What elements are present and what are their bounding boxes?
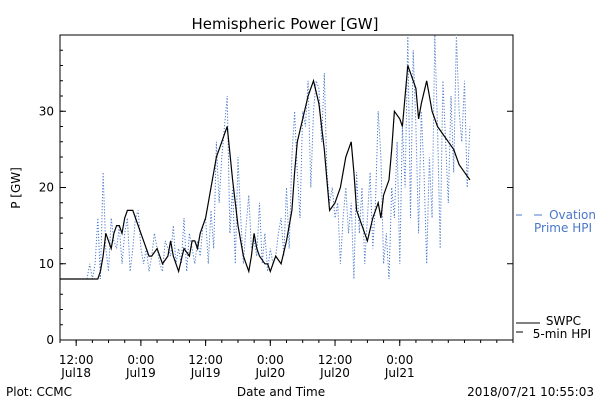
x-tick-label-time: 12:00: [188, 353, 223, 367]
footer-timestamp: 2018/07/21 10:55:03: [467, 385, 594, 399]
y-tick-label: 30: [39, 104, 54, 118]
y-tick-label: 10: [39, 257, 54, 271]
x-tick-label-time: 0:00: [257, 353, 284, 367]
y-axis: 0 10 20 30: [39, 34, 513, 347]
legend-ovation: Ovation Prime HPI: [516, 208, 596, 235]
x-tick-label-time: 0:00: [127, 353, 154, 367]
ovation-series-line: [60, 34, 471, 280]
swpc-series-line: [60, 65, 471, 280]
legend-ovation-line2: Prime HPI: [534, 221, 592, 235]
legend-swpc-line2: 5-min HPI: [533, 327, 591, 341]
x-tick-label-time: 12:00: [59, 353, 94, 367]
x-tick-label-date: Jul19: [125, 366, 156, 380]
x-axis-label: Date and Time: [237, 385, 325, 399]
x-tick-label-date: Jul20: [254, 366, 285, 380]
x-tick-label-date: Jul21: [384, 366, 415, 380]
series-layer: [60, 34, 471, 280]
x-tick-label-time: 12:00: [318, 353, 353, 367]
x-tick-label-date: Jul19: [190, 366, 221, 380]
x-tick-label-date: Jul20: [319, 366, 350, 380]
plot-frame: [59, 34, 514, 341]
y-tick-label: 20: [39, 181, 54, 195]
legend-swpc-line1: SWPC: [546, 314, 581, 328]
legend-ovation-line1: Ovation: [549, 208, 596, 222]
footer-plot-credit: Plot: CCMC: [6, 385, 72, 399]
y-tick-label: 0: [46, 333, 54, 347]
chart-title: Hemispheric Power [GW]: [192, 15, 379, 33]
x-tick-label-time: 0:00: [386, 353, 413, 367]
x-tick-label-date: Jul18: [60, 366, 91, 380]
x-axis: 12:00Jul180:00Jul1912:00Jul190:00Jul2012…: [59, 340, 514, 380]
y-axis-label: P [GW]: [9, 167, 23, 209]
legend-swpc: SWPC 5-min HPI: [516, 314, 591, 341]
